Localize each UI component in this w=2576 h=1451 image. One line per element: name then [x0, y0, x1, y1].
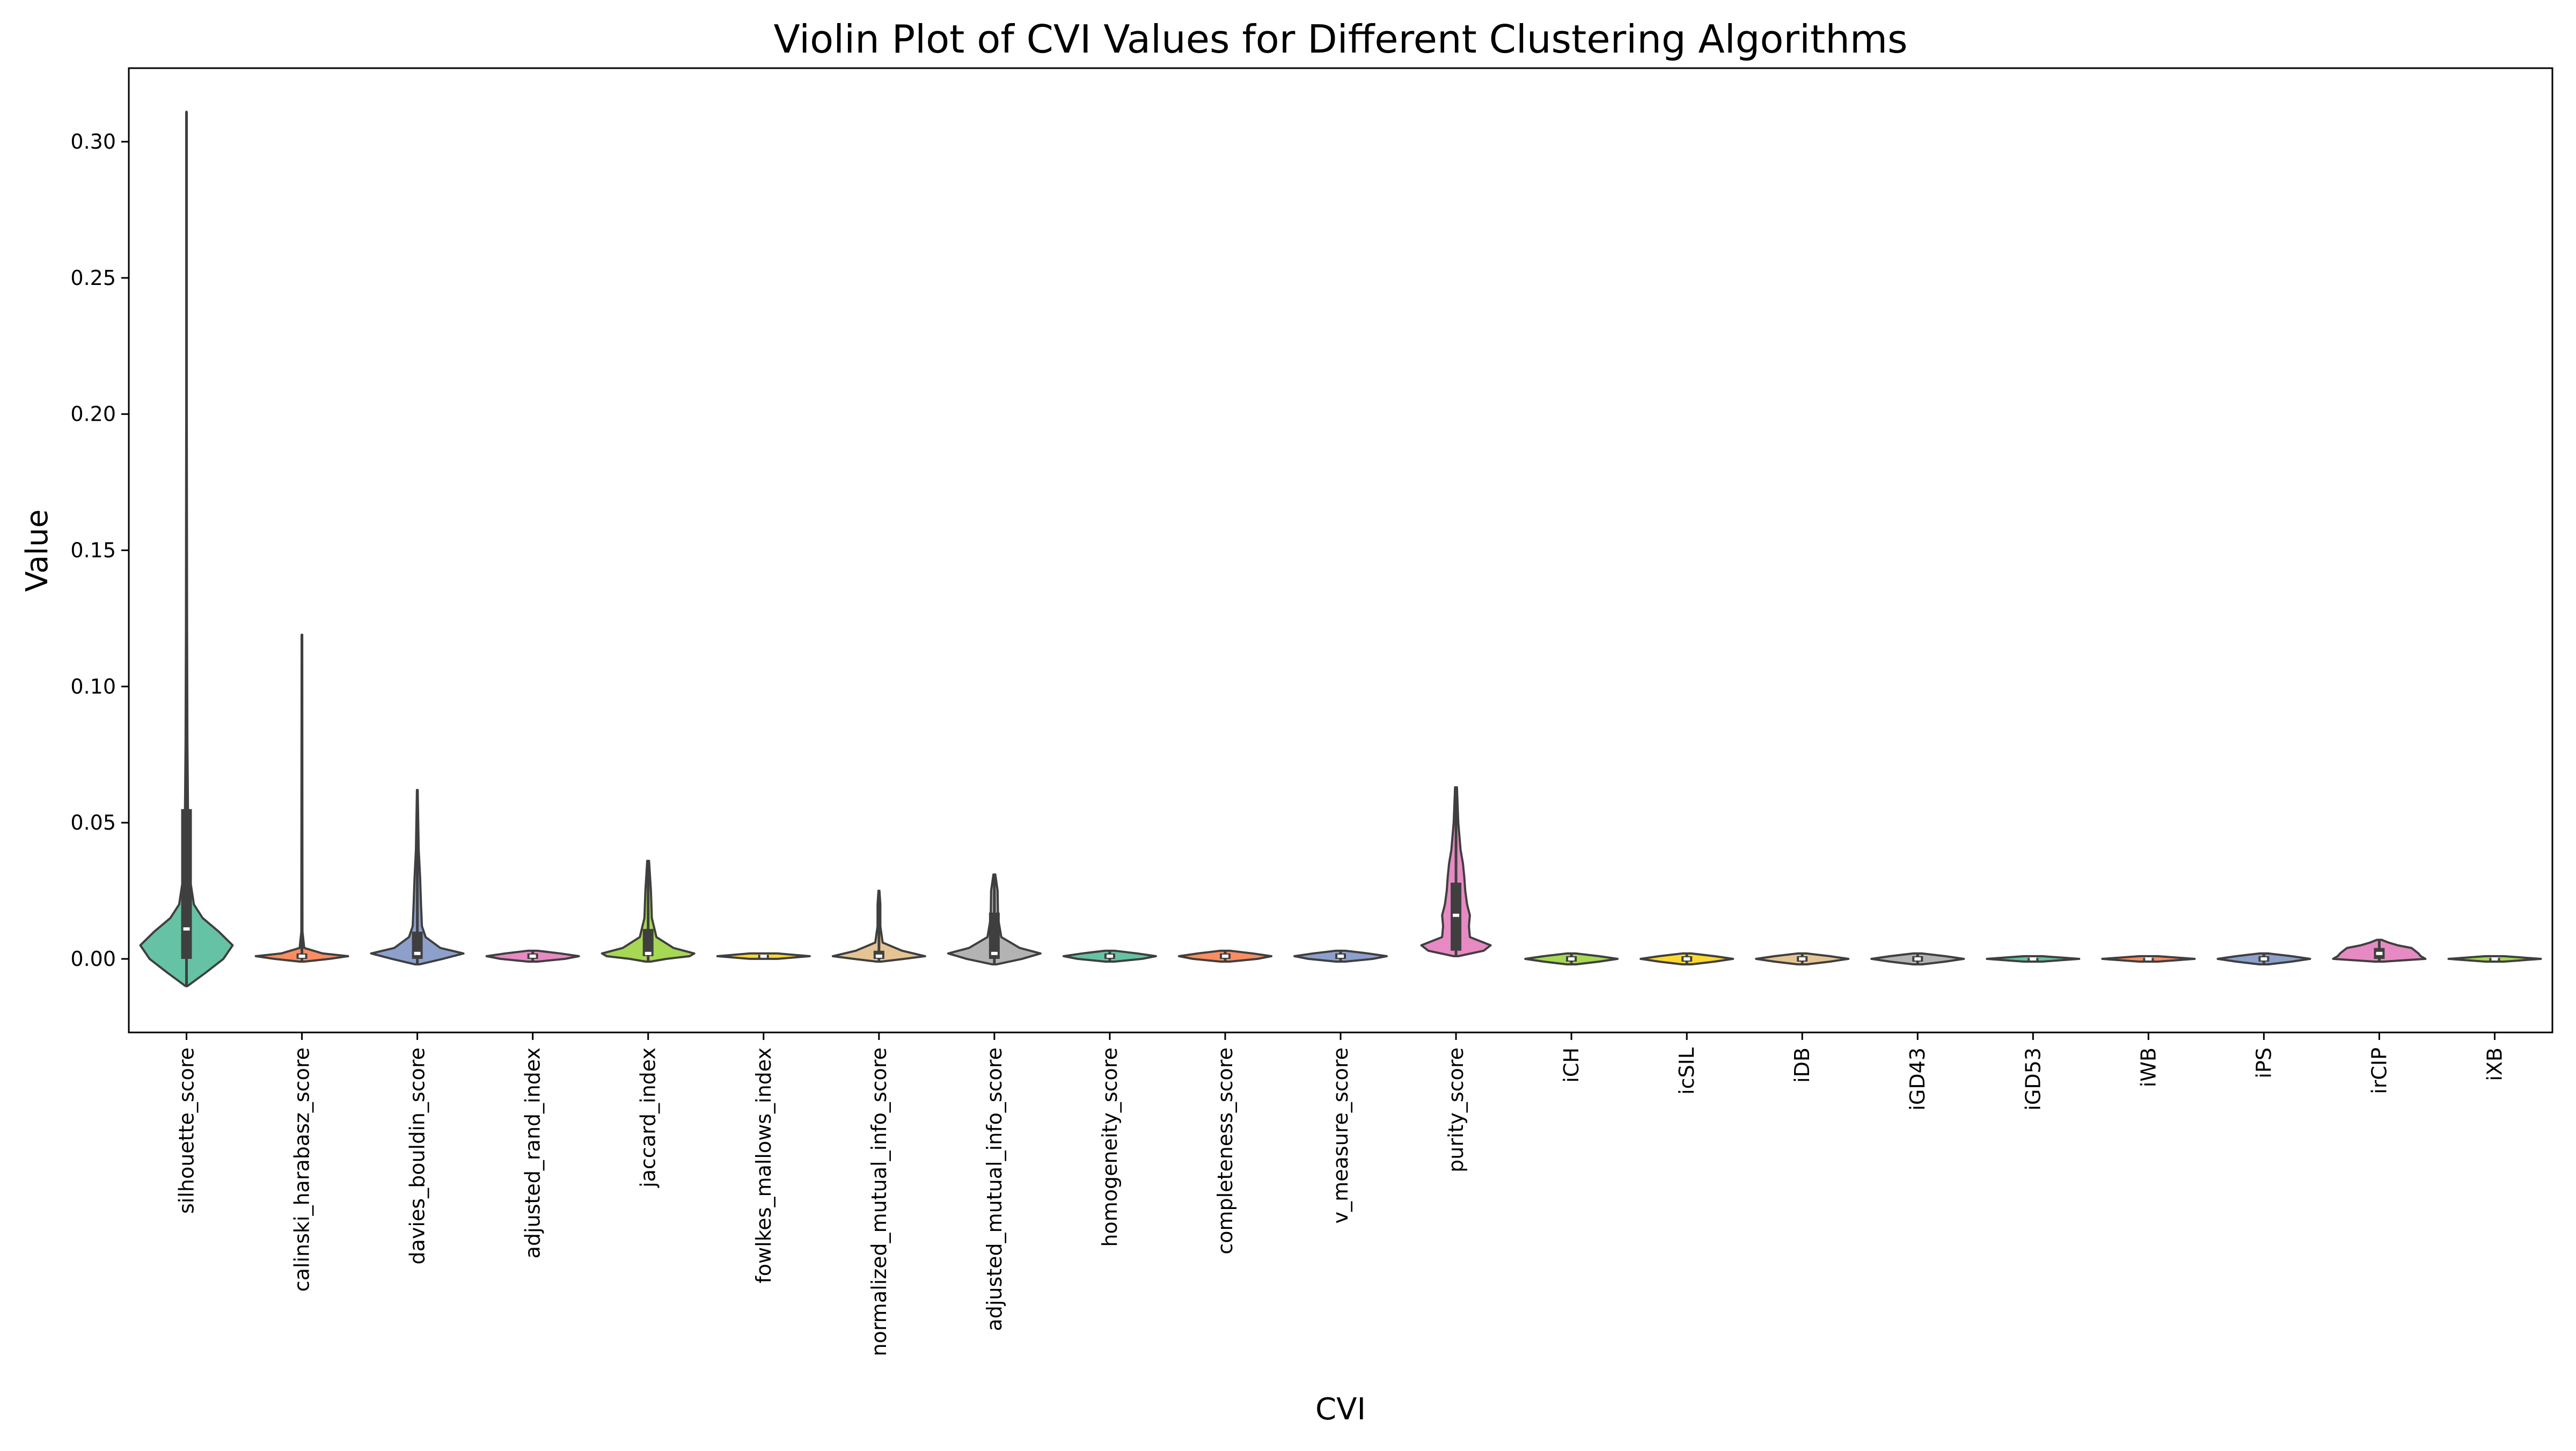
y-axis-label: Value [20, 509, 55, 592]
x-tick-label: iPS [2252, 1047, 2275, 1079]
violins-layer [139, 111, 2542, 987]
violin-group [370, 789, 465, 966]
violin-median-marker [2376, 951, 2383, 955]
plot-frame [128, 67, 2553, 1034]
x-tick-label: homogeneity_score [1098, 1047, 1122, 1247]
x-tick-label: v_measure_score [1329, 1047, 1352, 1223]
x-tick-label: irCIP [2367, 1047, 2391, 1094]
y-tick-label: 0.30 [70, 130, 116, 153]
violin-median-marker [1337, 954, 1344, 958]
violin-group [601, 860, 696, 963]
x-tick-label: completeness_score [1213, 1047, 1237, 1255]
x-tick-label: adjusted_rand_index [521, 1047, 545, 1258]
x-tick-label: fowlkes_mallows_index [752, 1047, 775, 1284]
violin-median-marker [2030, 957, 2037, 961]
y-tick-label: 0.10 [70, 675, 116, 698]
violin-group [1293, 949, 1388, 963]
x-tick-label: silhouette_score [175, 1047, 199, 1214]
violin-group [254, 633, 349, 963]
violin-median-marker [2491, 957, 2498, 961]
violin-group [716, 952, 811, 960]
violin-median-marker [991, 951, 998, 955]
violin-median-marker [1106, 954, 1113, 958]
x-tick-label: adjusted_mutual_info_score [983, 1047, 1006, 1331]
violin-group [139, 111, 234, 987]
violin-group [2101, 955, 2196, 963]
x-tick-label: iGD43 [1906, 1047, 1929, 1111]
violin-median-marker [1684, 957, 1690, 961]
violin-median-marker [1568, 957, 1575, 961]
violin-group [1640, 952, 1735, 966]
violin-median-marker [760, 954, 767, 958]
violin-group [1420, 786, 1492, 957]
x-tick-label: icSIL [1675, 1047, 1699, 1095]
x-tick-label: davies_bouldin_score [406, 1047, 429, 1265]
violin-median-marker [1221, 954, 1228, 958]
x-tick-label: calinski_harabasz_score [290, 1047, 314, 1292]
chart-title: Violin Plot of CVI Values for Different … [773, 17, 1907, 62]
violin-group [831, 890, 926, 963]
violin-group [1870, 952, 1965, 966]
y-tick-label: 0.05 [70, 811, 116, 834]
violin-group [1986, 955, 2081, 963]
x-axis-label: CVI [1315, 1392, 1366, 1427]
y-tick-label: 0.25 [70, 266, 116, 290]
x-tick-label: normalized_mutual_info_score [867, 1047, 891, 1356]
x-tick-label: iDB [1790, 1047, 1814, 1083]
violin-group [485, 949, 580, 963]
violin-median-marker [2260, 957, 2267, 961]
x-tick-label: iWB [2136, 1047, 2160, 1087]
violin-median-marker [645, 951, 652, 955]
violin-median-marker [1914, 957, 1921, 961]
x-tick-label: iGD53 [2021, 1047, 2045, 1111]
y-tick-label: 0.00 [70, 947, 116, 971]
violin-group [2332, 939, 2427, 963]
violin-group [947, 873, 1042, 966]
x-tick-label: jaccard_index [636, 1047, 660, 1188]
violin-median-marker [183, 927, 190, 931]
x-tick-label: purity_score [1444, 1047, 1468, 1172]
violin-median-marker [298, 954, 305, 958]
violin-group [2216, 952, 2311, 966]
violin-median-marker [2145, 957, 2152, 961]
violin-iqr-box [642, 929, 654, 956]
y-tick-label: 0.20 [70, 402, 116, 426]
violin-iqr-box [989, 912, 1000, 959]
y-axis-ticks: 0.00 0.05 0.10 0.15 0.20 0.25 0.30 [70, 130, 129, 971]
violin-group [1524, 952, 1619, 966]
x-tick-label: iCH [1560, 1047, 1583, 1083]
y-tick-label: 0.15 [70, 539, 116, 562]
x-tick-label: iXB [2483, 1047, 2506, 1081]
x-axis-ticks: silhouette_score calinski_harabasz_score d… [175, 1032, 2506, 1356]
violin-median-marker [529, 954, 536, 958]
violin-median-marker [875, 954, 882, 958]
violin-median-marker [1799, 957, 1806, 961]
violin-group [1755, 952, 1850, 966]
violin-median-marker [414, 951, 421, 955]
violin-group [1177, 949, 1272, 963]
violin-iqr-box [181, 809, 192, 959]
violin-group [2447, 955, 2542, 963]
violin-group [1062, 949, 1157, 963]
violin-median-marker [1453, 913, 1460, 917]
